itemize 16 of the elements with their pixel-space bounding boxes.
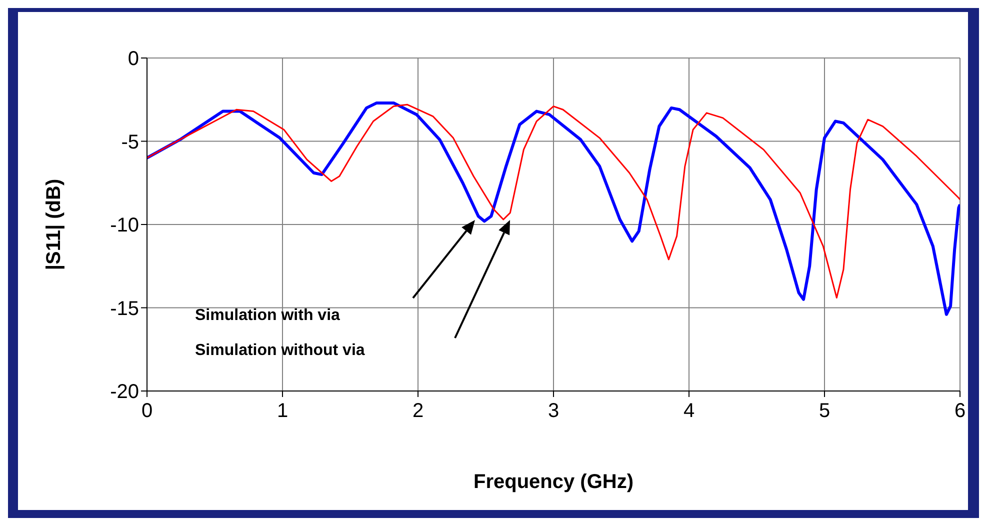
y-tick-label: 0 [128, 48, 139, 70]
x-tick-label: 5 [818, 400, 830, 422]
y-axis-title: |S11| (dB) [43, 178, 66, 270]
x-tick-label: 6 [954, 400, 966, 422]
y-tick-label: -10 [110, 214, 139, 237]
x-axis-title: Frequency (GHz) [473, 471, 634, 493]
y-tick-label: -15 [110, 298, 139, 320]
x-tick-label: 0 [141, 400, 153, 422]
annotation: Simulation without via [195, 342, 365, 359]
x-tick-label: 1 [276, 400, 288, 422]
y-tick-label: -5 [121, 131, 139, 154]
y-tick-label: -20 [110, 381, 139, 404]
x-tick-label: 4 [683, 400, 695, 422]
x-tick-label: 2 [412, 400, 424, 422]
x-tick-label: 3 [548, 400, 560, 422]
annotation: Simulation with via [195, 307, 340, 324]
